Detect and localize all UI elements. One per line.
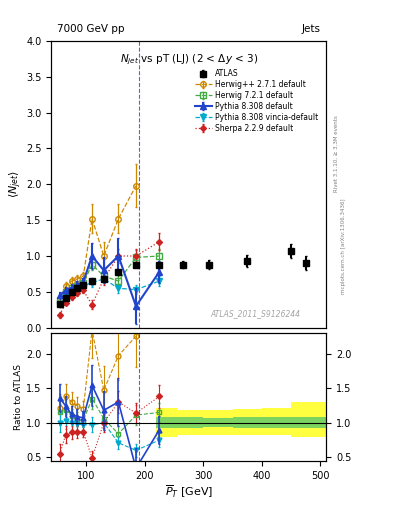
Text: 7000 GeV pp: 7000 GeV pp xyxy=(57,24,124,34)
Text: Rivet 3.1.10, ≥ 3.3M events: Rivet 3.1.10, ≥ 3.3M events xyxy=(334,115,338,192)
Legend: ATLAS, Herwig++ 2.7.1 default, Herwig 7.2.1 default, Pythia 8.308 default, Pythi: ATLAS, Herwig++ 2.7.1 default, Herwig 7.… xyxy=(193,68,320,134)
Y-axis label: $\langle N_{jet}\rangle$: $\langle N_{jet}\rangle$ xyxy=(8,170,24,199)
Text: ATLAS_2011_S9126244: ATLAS_2011_S9126244 xyxy=(211,309,301,318)
Text: $N_{jet}$ vs pT (LJ) (2 < $\Delta y$ < 3): $N_{jet}$ vs pT (LJ) (2 < $\Delta y$ < 3… xyxy=(119,52,258,67)
Y-axis label: Ratio to ATLAS: Ratio to ATLAS xyxy=(14,364,23,430)
X-axis label: $\overline{P}_T$ [GeV]: $\overline{P}_T$ [GeV] xyxy=(165,483,213,500)
Text: mcplots.cern.ch [arXiv:1306.3436]: mcplots.cern.ch [arXiv:1306.3436] xyxy=(342,198,346,293)
Text: Jets: Jets xyxy=(302,24,321,34)
